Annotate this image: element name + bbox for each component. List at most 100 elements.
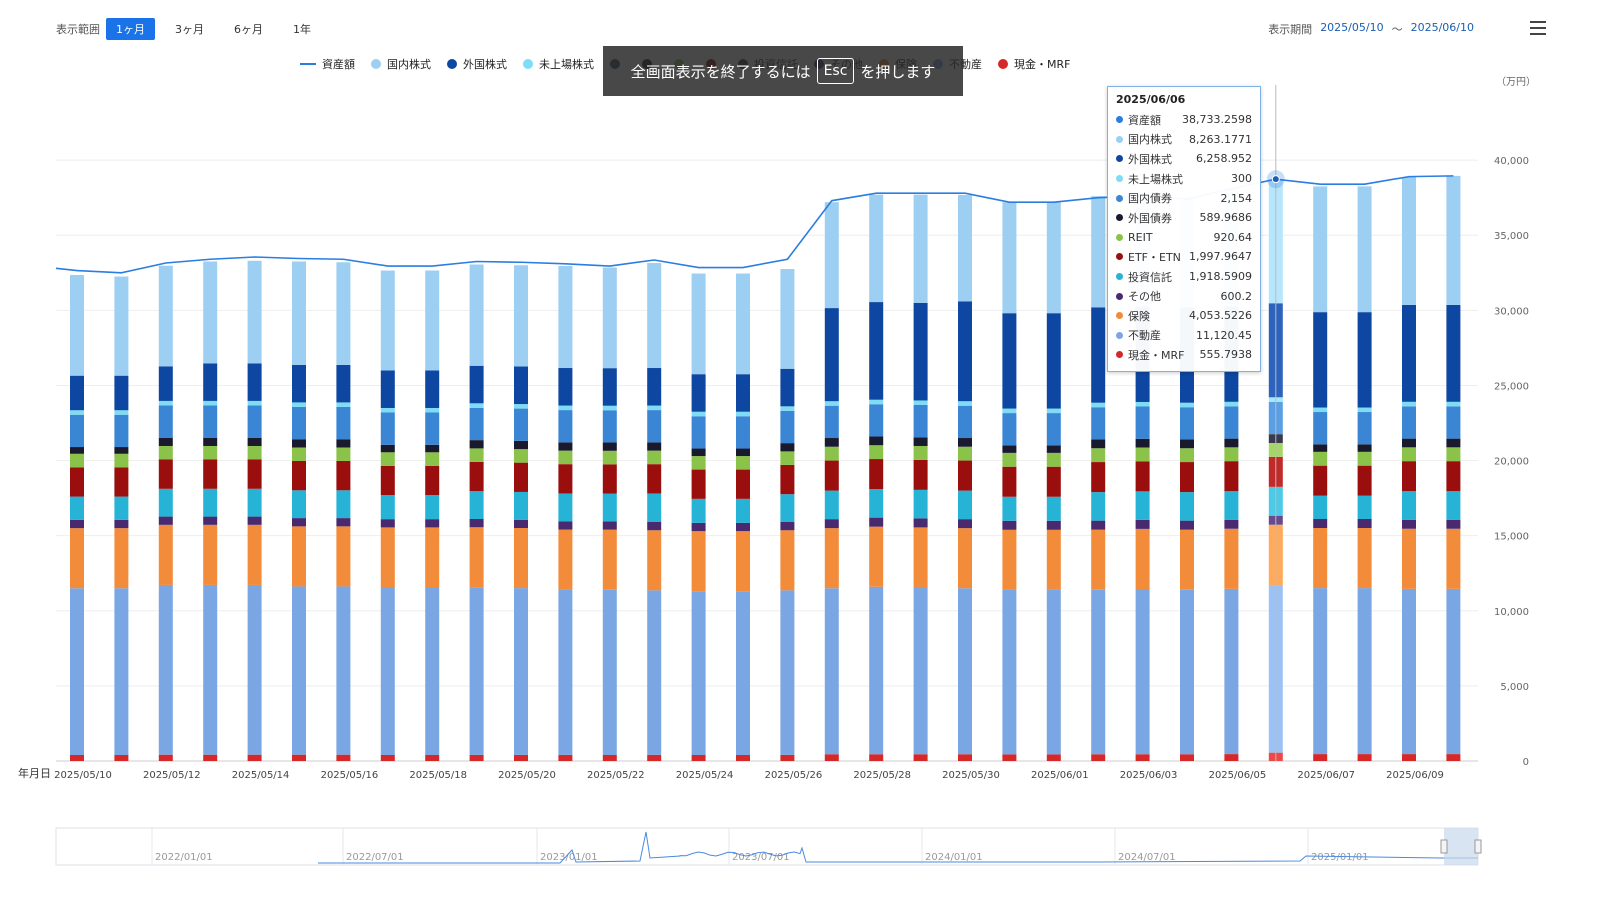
bar-segment[interactable] <box>913 527 928 588</box>
bar-segment[interactable] <box>158 366 173 401</box>
bar-segment[interactable] <box>336 406 351 440</box>
bar-segment[interactable] <box>558 405 573 411</box>
bar-segment[interactable] <box>647 754 662 761</box>
bar-segment[interactable] <box>1002 408 1017 414</box>
bar-segment[interactable] <box>425 444 440 453</box>
bar-segment[interactable] <box>1224 588 1239 755</box>
legend-item[interactable]: 未上場株式 <box>523 56 594 72</box>
bar-segment[interactable] <box>1313 407 1328 413</box>
bar-segment[interactable] <box>1402 491 1416 520</box>
bar-segment[interactable] <box>336 439 351 448</box>
bar-segment[interactable] <box>558 410 573 443</box>
bar-segment[interactable] <box>1135 754 1150 761</box>
bar-segment[interactable] <box>824 460 839 491</box>
legend-item[interactable]: 外国株式 <box>447 56 507 72</box>
bar-segment[interactable] <box>869 489 884 518</box>
bar-segment[interactable] <box>602 442 617 451</box>
bar-segment[interactable] <box>469 461 484 492</box>
bar-segment[interactable] <box>1224 447 1239 462</box>
bar-segment[interactable] <box>824 401 839 406</box>
bar-segment[interactable] <box>913 518 928 528</box>
bar-segment[interactable] <box>869 459 884 490</box>
bar-segment[interactable] <box>247 437 262 446</box>
bar-segment[interactable] <box>1180 520 1194 530</box>
bar-segment[interactable] <box>1046 754 1061 761</box>
bar-segment[interactable] <box>1313 495 1328 519</box>
bar-segment[interactable] <box>514 449 528 463</box>
bar-segment[interactable] <box>292 364 306 403</box>
bar-segment[interactable] <box>1446 447 1461 462</box>
bar-segment[interactable] <box>1357 495 1372 519</box>
legend-item[interactable]: 国内株式 <box>371 56 431 72</box>
bar-segment[interactable] <box>114 496 129 520</box>
bar-segment[interactable] <box>780 754 795 761</box>
bar-segment[interactable] <box>869 526 884 587</box>
bar-segment[interactable] <box>1224 401 1239 407</box>
bar-segment[interactable] <box>514 366 528 405</box>
bar-segment[interactable] <box>114 467 129 497</box>
bar-segment[interactable] <box>1357 407 1372 413</box>
bar-segment[interactable] <box>780 464 795 495</box>
bar-segment[interactable] <box>1446 519 1461 529</box>
bar-segment[interactable] <box>203 405 218 438</box>
bar-segment[interactable] <box>1046 520 1061 530</box>
bar-segment[interactable] <box>780 590 795 755</box>
bar-segment[interactable] <box>869 517 884 527</box>
bar-segment[interactable] <box>247 584 262 755</box>
bar-segment[interactable] <box>70 375 84 411</box>
bar-segment[interactable] <box>869 302 884 400</box>
bar-segment[interactable] <box>380 465 395 496</box>
bar-segment[interactable] <box>736 754 750 761</box>
bar-segment[interactable] <box>292 447 306 462</box>
bar-segment[interactable] <box>736 469 750 499</box>
bar-segment[interactable] <box>736 374 750 412</box>
bar-segment[interactable] <box>602 754 617 761</box>
bar-segment[interactable] <box>1313 528 1328 589</box>
bar-segment[interactable] <box>292 461 306 491</box>
bar-segment[interactable] <box>425 527 440 588</box>
bar-segment[interactable] <box>1135 438 1150 448</box>
period-start[interactable]: 2025/05/10 <box>1320 21 1384 34</box>
bar-segment[interactable] <box>469 448 484 462</box>
bar-segment[interactable] <box>1446 528 1461 589</box>
bar-segment[interactable] <box>602 410 617 443</box>
bar-segment[interactable] <box>114 754 129 761</box>
bar-segment[interactable] <box>1446 438 1461 448</box>
bar-segment[interactable] <box>114 375 129 411</box>
bar-segment[interactable] <box>1402 461 1416 492</box>
bar-segment[interactable] <box>1180 407 1194 440</box>
bar-segment[interactable] <box>158 459 173 489</box>
bar-segment[interactable] <box>780 410 795 444</box>
bar-segment[interactable] <box>1002 413 1017 446</box>
bar-segment[interactable] <box>203 261 218 364</box>
bar-segment[interactable] <box>1313 451 1328 466</box>
bar-segment[interactable] <box>1313 186 1328 313</box>
bar-segment[interactable] <box>691 448 706 457</box>
bar-segment[interactable] <box>514 491 528 520</box>
bar-segment[interactable] <box>602 267 617 369</box>
bar-segment[interactable] <box>691 416 706 449</box>
bar-segment[interactable] <box>1091 307 1106 403</box>
bar-segment[interactable] <box>469 407 484 441</box>
bar-segment[interactable] <box>247 488 262 517</box>
bar-segment[interactable] <box>1046 202 1061 314</box>
bar-segment[interactable] <box>913 404 928 438</box>
bar-segment[interactable] <box>647 530 662 591</box>
bar-segment[interactable] <box>336 490 351 519</box>
bar-segment[interactable] <box>1446 491 1461 520</box>
bar-segment[interactable] <box>158 405 173 438</box>
bar-segment[interactable] <box>824 519 839 529</box>
bar-segment[interactable] <box>691 591 706 755</box>
bar-segment[interactable] <box>1402 528 1416 589</box>
bar-segment[interactable] <box>336 754 351 761</box>
bar-segment[interactable] <box>203 754 218 761</box>
bar-segment[interactable] <box>691 374 706 412</box>
bar-segment[interactable] <box>780 368 795 407</box>
bar-segment[interactable] <box>380 754 395 761</box>
bar-segment[interactable] <box>869 436 884 446</box>
bar-segment[interactable] <box>1446 406 1461 439</box>
bar-segment[interactable] <box>1402 438 1416 448</box>
bar-segment[interactable] <box>247 459 262 489</box>
bar-segment[interactable] <box>647 464 662 494</box>
bar-segment[interactable] <box>247 754 262 761</box>
